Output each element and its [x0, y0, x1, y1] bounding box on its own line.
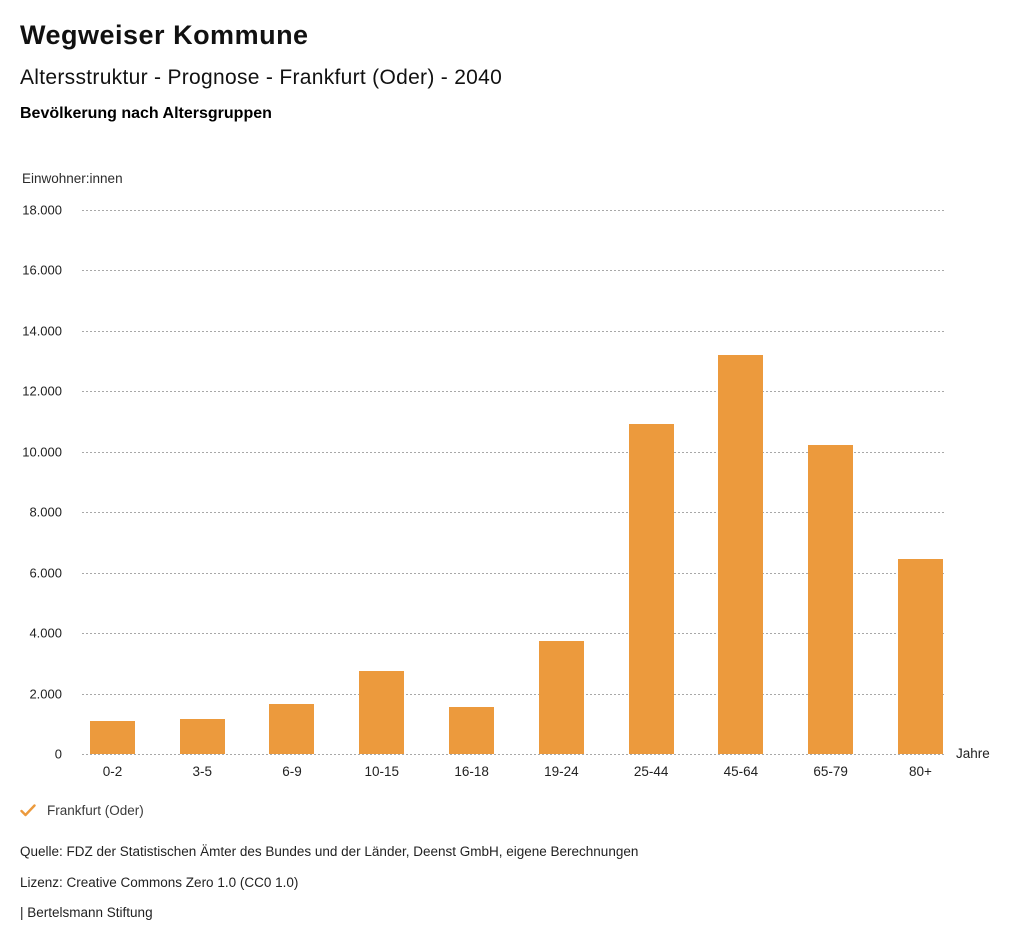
bar-6-9[interactable] — [269, 704, 315, 754]
bar-80+[interactable] — [897, 559, 943, 754]
bar-0-2[interactable] — [89, 721, 135, 754]
bar-25-44[interactable] — [628, 424, 674, 754]
y-tick-label: 16.000 — [22, 262, 62, 278]
gridline — [82, 572, 945, 574]
chart-heading: Bevölkerung nach Altersgruppen — [20, 105, 272, 122]
x-tick-label: 25-44 — [633, 764, 669, 779]
page-subtitle: Altersstruktur - Prognose - Frankfurt (O… — [20, 66, 503, 89]
x-tick-label: 45-64 — [723, 764, 759, 779]
page-title: Wegweiser Kommune — [20, 20, 309, 50]
gridline — [82, 210, 945, 211]
gridline — [82, 391, 945, 393]
license-text: Lizenz: Creative Commons Zero 1.0 (CC0 1… — [20, 875, 299, 890]
gridline — [82, 512, 945, 514]
gridline — [82, 633, 945, 635]
bar-65-79[interactable] — [808, 445, 854, 754]
y-tick-label: 0 — [54, 746, 62, 762]
gridline — [82, 451, 945, 453]
bar-3-5[interactable] — [179, 718, 225, 754]
x-tick-label: 6-9 — [282, 764, 302, 779]
gridline — [82, 270, 945, 272]
y-tick-label: 12.000 — [22, 383, 62, 399]
x-tick-label: 65-79 — [813, 764, 848, 779]
legend-label: Frankfurt (Oder) — [47, 803, 144, 818]
bar-10-15[interactable] — [359, 670, 405, 754]
legend-item-frankfurt-oder[interactable]: Frankfurt (Oder) — [20, 803, 144, 818]
y-tick-label: 4.000 — [29, 625, 62, 641]
x-tick-label: 0-2 — [102, 764, 123, 779]
x-tick-label: 3-5 — [192, 764, 213, 779]
bar-19-24[interactable] — [538, 640, 584, 754]
x-tick-label: 19-24 — [544, 764, 579, 779]
gridline — [82, 693, 945, 695]
y-tick-label: 2.000 — [29, 686, 62, 702]
x-tick-label: 80+ — [908, 764, 932, 779]
attribution-text: | Bertelsmann Stiftung — [20, 905, 153, 920]
bar-chart: Jahre 0 2.000 4.000 6.000 8.000 10.000 12.000 1… — [0, 203, 1024, 780]
y-axis-unit-label: Einwohner:innen — [22, 171, 123, 186]
check-icon — [20, 804, 36, 817]
y-tick-label: 18.000 — [22, 202, 62, 218]
x-tick-label: 16-18 — [454, 764, 489, 779]
gridline — [82, 330, 945, 332]
y-tick-label: 8.000 — [29, 504, 62, 520]
y-tick-label: 14.000 — [22, 323, 62, 339]
x-axis-title: Jahre — [956, 746, 990, 761]
bar-16-18[interactable] — [448, 707, 494, 754]
x-tick-label: 10-15 — [364, 764, 400, 779]
y-tick-label: 10.000 — [22, 444, 62, 460]
source-text: Quelle: FDZ der Statistischen Ämter des … — [20, 844, 639, 859]
bar-45-64[interactable] — [718, 355, 764, 754]
gridline — [82, 754, 945, 755]
y-tick-label: 6.000 — [29, 565, 62, 581]
